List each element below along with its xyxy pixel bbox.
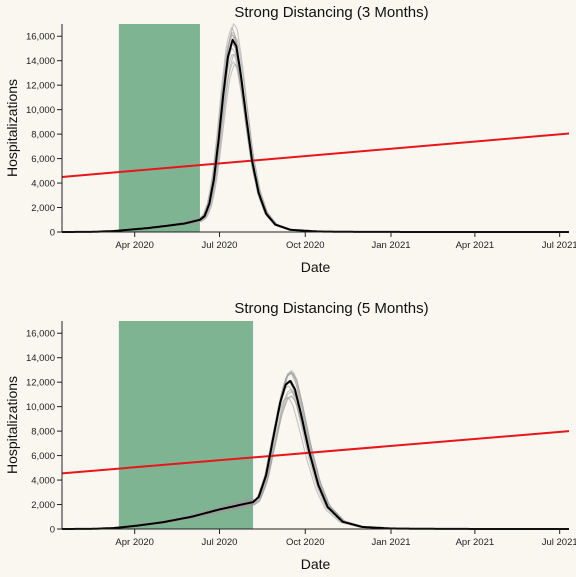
y-tick-label: 4,000 bbox=[31, 476, 55, 487]
y-tick-label: 0 bbox=[50, 525, 55, 536]
x-tick-label: Apr 2021 bbox=[456, 240, 495, 251]
x-tick-label: Jan 2021 bbox=[371, 240, 410, 251]
x-tick-label: Jan 2021 bbox=[371, 537, 410, 548]
x-tick-label: Oct 2020 bbox=[286, 240, 325, 251]
y-tick-label: 2,000 bbox=[31, 203, 55, 214]
y-tick-label: 14,000 bbox=[26, 56, 55, 67]
distancing-period-band bbox=[118, 321, 254, 529]
x-tick-label: Jul 2021 bbox=[542, 537, 576, 548]
y-tick-label: 0 bbox=[50, 228, 55, 239]
y-tick-label: 8,000 bbox=[31, 427, 55, 438]
chart-panel-2: Strong Distancing (5 Months) 0 2,000 4,000 6… bbox=[4, 300, 576, 572]
distancing-period-band bbox=[118, 24, 200, 232]
y-tick-label: 14,000 bbox=[26, 353, 55, 364]
y-tick-label: 6,000 bbox=[31, 451, 55, 462]
x-axis-label: Date bbox=[301, 556, 331, 572]
y-tick-label: 16,000 bbox=[26, 32, 55, 43]
x-tick-label: Oct 2020 bbox=[286, 537, 325, 548]
y-tick-label: 6,000 bbox=[31, 154, 55, 165]
x-tick-label: Jul 2021 bbox=[542, 240, 576, 251]
y-tick-label: 10,000 bbox=[26, 105, 55, 116]
x-tick-label: Apr 2020 bbox=[115, 240, 154, 251]
x-tick-label: Jul 2020 bbox=[202, 537, 238, 548]
capacity-line bbox=[61, 430, 570, 475]
y-tick-label: 4,000 bbox=[31, 179, 55, 190]
x-tick-label: Jul 2020 bbox=[202, 240, 238, 251]
chart-title: Strong Distancing (5 Months) bbox=[234, 300, 428, 317]
y-tick-label: 8,000 bbox=[31, 130, 55, 141]
y-tick-label: 10,000 bbox=[26, 402, 55, 413]
y-tick-label: 12,000 bbox=[26, 378, 55, 389]
chart-title: Strong Distancing (3 Months) bbox=[234, 4, 428, 21]
y-tick-label: 2,000 bbox=[31, 500, 55, 511]
chart-panel-1: Strong Distancing (3 Months) 0 2,000 4,000 6… bbox=[4, 4, 576, 275]
y-axis-label: Hospitalizations bbox=[4, 376, 20, 474]
x-tick-label: Apr 2020 bbox=[115, 537, 154, 548]
x-tick-label: Apr 2021 bbox=[456, 537, 495, 548]
y-tick-label: 12,000 bbox=[26, 81, 55, 92]
x-axis-label: Date bbox=[301, 259, 331, 275]
y-axis-label: Hospitalizations bbox=[4, 79, 20, 177]
y-tick-label: 16,000 bbox=[26, 329, 55, 340]
capacity-line bbox=[61, 132, 570, 178]
